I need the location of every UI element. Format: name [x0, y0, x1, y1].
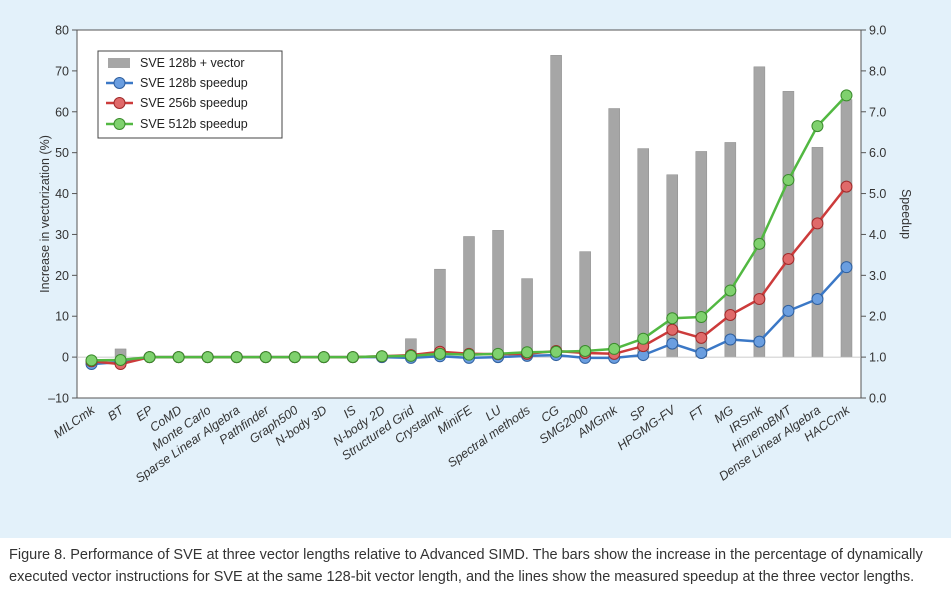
y2-tick-label: 6.0: [869, 146, 886, 160]
legend-marker-512: [113, 118, 126, 130]
legend-label-bar: SVE 128b + vector: [140, 56, 245, 70]
point-sve-512b: [201, 351, 214, 364]
point-sve-512b: [666, 312, 679, 325]
point-sve-512b: [375, 350, 388, 363]
x-tick-label: MILCmk: [51, 403, 98, 442]
y2-tick-label: 9.0: [869, 24, 886, 38]
legend-label-128: SVE 128b speedup: [140, 76, 248, 90]
legend-marker-128: [113, 77, 126, 89]
bar: [724, 142, 737, 358]
point-sve-512b: [259, 351, 272, 364]
point-sve-128b: [724, 333, 737, 346]
point-sve-128b: [753, 335, 766, 348]
point-sve-256b: [724, 308, 737, 321]
y2-tick-label: 8.0: [869, 64, 886, 78]
point-sve-512b: [579, 344, 592, 357]
bar: [695, 151, 708, 358]
x-tick-label: HPGMG-FV: [615, 402, 680, 453]
point-sve-512b: [143, 351, 156, 364]
point-sve-256b: [782, 252, 795, 265]
point-sve-256b: [695, 331, 708, 344]
y2-tick-label: 0.0: [869, 392, 886, 406]
point-sve-512b: [85, 354, 98, 367]
point-sve-128b: [840, 261, 853, 274]
point-sve-512b: [346, 351, 359, 364]
point-sve-256b: [840, 180, 853, 193]
bar: [840, 99, 853, 358]
point-sve-512b: [404, 349, 417, 362]
y2-tick-label: 2.0: [869, 310, 886, 324]
y-tick-label: 10: [55, 310, 69, 324]
y-tick-label: 0: [62, 351, 69, 365]
y-tick-label: 70: [55, 64, 69, 78]
y-tick-label: 50: [55, 146, 69, 160]
bars-group: [114, 55, 853, 358]
bar: [753, 66, 766, 358]
y2-tick-label: 1.0: [869, 351, 886, 365]
combo-chart: –10 0 10 20 30 40 50 60 70 80 0.0 1.0 2.0 3.0 4.0 5.0 6.…: [38, 24, 913, 486]
legend-label-512: SVE 512b speedup: [140, 117, 248, 131]
point-sve-512b: [811, 120, 824, 133]
bar: [463, 236, 475, 358]
figure-caption: Figure 8. Performance of SVE at three ve…: [9, 547, 923, 585]
y-tick-label: 60: [55, 105, 69, 119]
y-tick-label: 30: [55, 228, 69, 242]
y-tick-label: 80: [55, 24, 69, 38]
y-axis-label: Increase in vectorization (%): [38, 135, 52, 293]
point-sve-512b: [753, 237, 766, 250]
point-sve-512b: [550, 345, 563, 358]
point-sve-512b: [637, 332, 650, 345]
point-sve-256b: [666, 323, 679, 336]
point-sve-512b: [172, 351, 185, 364]
point-sve-512b: [521, 346, 534, 359]
point-sve-512b: [433, 347, 446, 360]
point-sve-512b: [317, 351, 330, 364]
point-sve-512b: [230, 351, 243, 364]
point-sve-512b: [492, 347, 505, 360]
y2-axis-label: Speedup: [899, 189, 913, 239]
y2-tick-label: 3.0: [869, 269, 886, 283]
bar: [811, 147, 824, 358]
point-sve-512b: [288, 351, 301, 364]
x-tick-label: FT: [686, 402, 708, 423]
legend-swatch-bar: [108, 58, 130, 68]
point-sve-128b: [695, 347, 708, 360]
point-sve-512b: [463, 348, 475, 361]
figure-panel: –10 0 10 20 30 40 50 60 70 80 0.0 1.0 2.0 3.0 4.0 5.0 6.…: [0, 0, 951, 538]
point-sve-512b: [114, 353, 127, 366]
y-tick-label: –10: [48, 392, 69, 406]
bar: [608, 108, 620, 358]
legend-marker-256: [113, 97, 126, 109]
point-sve-512b: [608, 342, 621, 355]
bar: [550, 55, 562, 358]
legend-label-256: SVE 256b speedup: [140, 96, 248, 110]
y2-tick-label: 4.0: [869, 228, 886, 242]
point-sve-512b: [782, 174, 795, 187]
point-sve-256b: [753, 293, 766, 306]
bar: [579, 251, 591, 358]
bar: [492, 230, 504, 358]
point-sve-512b: [695, 311, 708, 324]
y2-tick-label: 5.0: [869, 187, 886, 201]
point-sve-128b: [666, 337, 679, 350]
legend: SVE 128b + vector SVE 128b speedup SVE 2…: [97, 50, 283, 139]
point-sve-512b: [840, 89, 853, 102]
bar: [782, 91, 795, 358]
y2-tick-label: 7.0: [869, 105, 886, 119]
bar: [434, 268, 446, 358]
y-tick-label: 40: [55, 187, 69, 201]
point-sve-128b: [782, 304, 795, 317]
lines-group: [85, 89, 853, 371]
bar: [521, 278, 533, 358]
point-sve-256b: [811, 217, 824, 230]
x-tick-label: BT: [105, 402, 127, 423]
bar: [637, 148, 649, 358]
point-sve-128b: [811, 293, 824, 306]
point-sve-512b: [724, 284, 737, 297]
y-tick-label: 20: [55, 269, 69, 283]
axes-group: –10 0 10 20 30 40 50 60 70 80 0.0 1.0 2.0 3.0 4.0 5.0 6.…: [48, 24, 886, 406]
